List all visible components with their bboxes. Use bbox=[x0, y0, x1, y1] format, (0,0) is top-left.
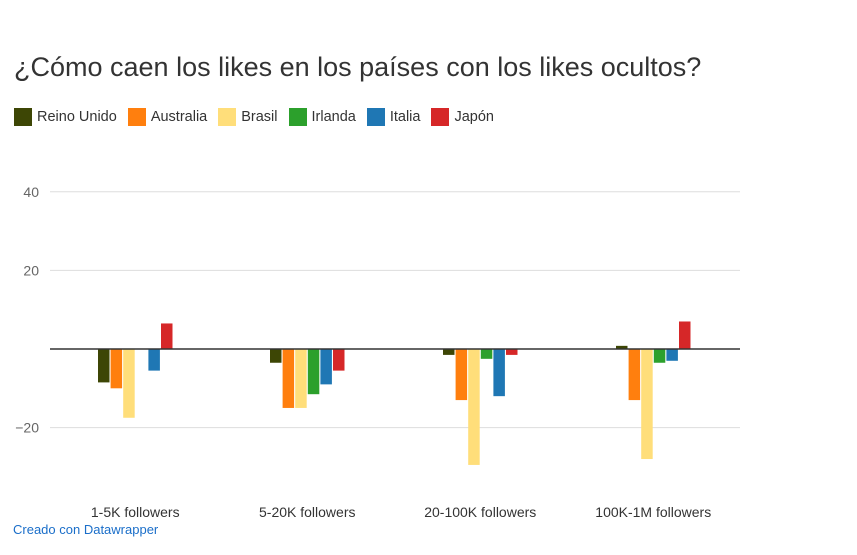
bar-brasil-3 bbox=[641, 349, 653, 460]
bar-japon-0 bbox=[161, 323, 173, 349]
legend-item-brasil[interactable]: Brasil bbox=[218, 108, 278, 126]
legend-swatch-brasil bbox=[218, 108, 237, 126]
credit-link[interactable]: Creado con Datawrapper bbox=[13, 522, 159, 537]
x-tick-label: 1-5K followers bbox=[91, 504, 180, 520]
legend-label-reino-unido: Reino Unido bbox=[37, 109, 117, 125]
legend-item-japon[interactable]: Japón bbox=[431, 108, 494, 126]
legend-swatch-australia bbox=[127, 108, 146, 126]
x-tick-label: 20-100K followers bbox=[424, 504, 536, 520]
bar-reino-unido-1 bbox=[270, 349, 282, 363]
bar-australia-3 bbox=[628, 349, 641, 401]
legend-item-reino-unido[interactable]: Reino Unido bbox=[14, 108, 117, 126]
bar-brasil-0 bbox=[123, 349, 135, 418]
bar-italia-3 bbox=[666, 349, 678, 361]
x-tick-label: 5-20K followers bbox=[259, 504, 356, 520]
legend-label-australia: Australia bbox=[150, 109, 208, 125]
y-tick-label: 20 bbox=[23, 262, 39, 278]
bar-australia-1 bbox=[282, 349, 295, 408]
legend: Reino Unido Australia Brasil Irlanda Ita… bbox=[14, 108, 505, 126]
bar-irlanda-1 bbox=[307, 349, 320, 395]
y-tick-label: −20 bbox=[15, 420, 39, 436]
chart-title: ¿Cómo caen los likes en los países con l… bbox=[14, 52, 702, 82]
legend-swatch-reino-unido bbox=[14, 108, 32, 126]
legend-swatch-irlanda bbox=[288, 108, 307, 126]
bar-italia-1 bbox=[320, 349, 332, 385]
legend-label-japon: Japón bbox=[454, 109, 494, 125]
bar-reino-unido-2 bbox=[443, 349, 455, 355]
bar-australia-0 bbox=[110, 349, 123, 389]
y-tick-label: 40 bbox=[23, 184, 39, 200]
legend-item-australia[interactable]: Australia bbox=[127, 108, 208, 126]
bar-reino-unido-3 bbox=[616, 345, 628, 349]
bar-irlanda-3 bbox=[653, 349, 666, 363]
bar-reino-unido-0 bbox=[98, 349, 110, 383]
legend-swatch-italia bbox=[366, 108, 385, 126]
bar-brasil-1 bbox=[295, 349, 307, 408]
x-tick-label: 100K-1M followers bbox=[595, 504, 711, 520]
bar-irlanda-2 bbox=[480, 349, 493, 359]
bar-japon-1 bbox=[333, 349, 345, 371]
bar-japon-2 bbox=[506, 349, 518, 355]
legend-label-brasil: Brasil bbox=[241, 109, 278, 125]
legend-label-italia: Italia bbox=[389, 109, 421, 125]
bar-brasil-2 bbox=[468, 349, 480, 465]
bar-australia-2 bbox=[455, 349, 468, 401]
bar-japon-3 bbox=[679, 321, 691, 349]
legend-item-irlanda[interactable]: Irlanda bbox=[288, 108, 356, 126]
bar-italia-0 bbox=[148, 349, 160, 371]
legend-item-italia[interactable]: Italia bbox=[366, 108, 421, 126]
legend-label-irlanda: Irlanda bbox=[311, 109, 356, 125]
bar-italia-2 bbox=[493, 349, 505, 397]
legend-swatch-japon bbox=[431, 108, 450, 126]
